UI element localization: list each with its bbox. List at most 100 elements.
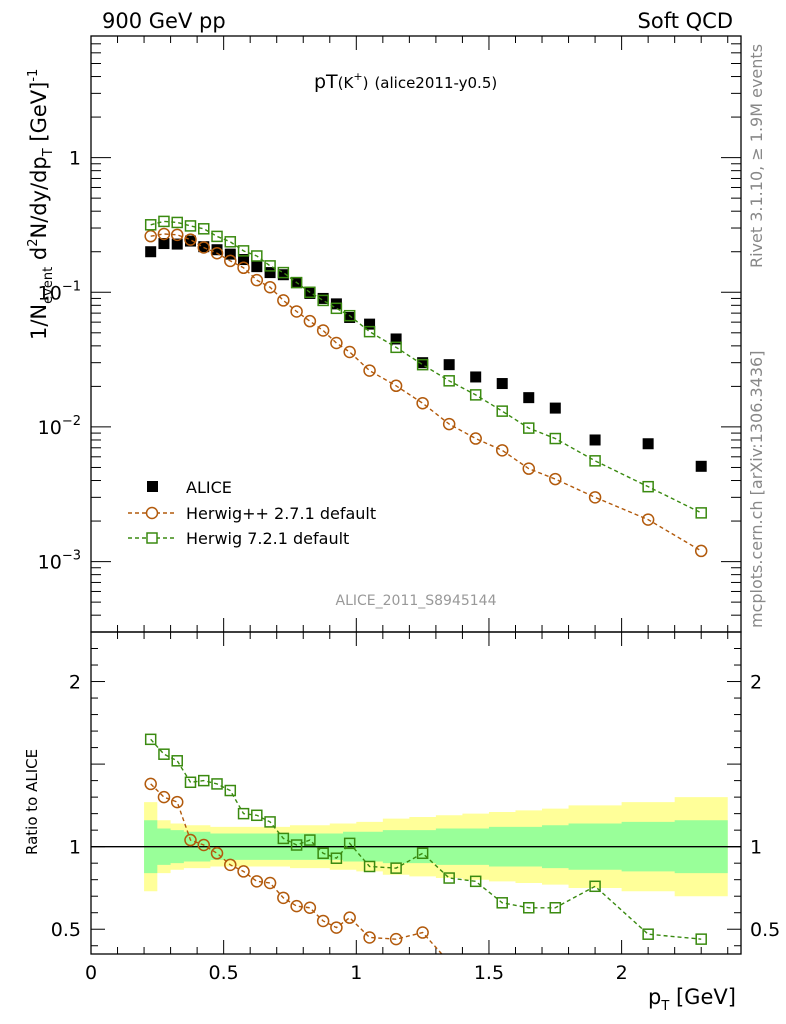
ratio-point-herwig7 <box>171 755 183 767</box>
main-series <box>144 215 708 558</box>
ratio-point-herwigpp <box>263 876 277 890</box>
ratio-point-herwig7 <box>695 933 707 945</box>
data-point-alice <box>211 244 223 256</box>
ratio-point-herwig7 <box>330 852 343 864</box>
data-point-herwig7 <box>390 341 402 354</box>
ratio-point-herwigpp <box>224 858 237 872</box>
data-point-herwigpp <box>277 294 290 307</box>
ratio-point-herwigpp <box>343 911 356 924</box>
title-close: ) <box>363 74 369 92</box>
ratio-tick-label-right: 1 <box>750 837 762 859</box>
legend-label-herwigpp: Herwig++ 2.7.1 default <box>186 504 376 523</box>
ratio-ticks: 0 0.5 1 1.5 22 21 10.5 0.5 <box>51 631 780 984</box>
ratio-point-herwig7 <box>264 816 276 828</box>
data-point-alice <box>171 238 183 250</box>
data-point-herwigpp <box>495 444 509 457</box>
legend-marker-herwigpp <box>145 506 159 520</box>
data-point-alice <box>317 292 329 304</box>
data-point-alice <box>523 392 535 404</box>
data-point-alice <box>198 241 210 253</box>
data-point-herwigpp <box>263 280 277 294</box>
data-point-herwig7 <box>330 302 343 315</box>
data-point-herwig7 <box>343 309 356 322</box>
data-point-herwig7 <box>317 294 329 307</box>
ratio-point-herwigpp <box>389 932 403 946</box>
ratio-point-herwigpp <box>277 891 290 905</box>
data-point-herwig7 <box>198 223 210 235</box>
ratio-point-herwigpp <box>290 899 303 913</box>
ratio-tick-label-right: 2 <box>750 672 762 694</box>
data-point-herwig7 <box>416 358 429 371</box>
ratio-point-herwigpp <box>316 914 330 928</box>
ratio-point-herwig7 <box>304 834 316 846</box>
x-tick-label: 1 <box>350 962 362 984</box>
ratio-point-herwig7 <box>343 837 356 850</box>
ratio-series-clipped <box>144 733 707 954</box>
data-point-herwigpp <box>197 241 211 254</box>
ratio-point-herwigpp <box>170 795 184 809</box>
data-point-alice <box>184 235 196 247</box>
data-point-alice <box>642 438 654 450</box>
data-point-herwig7 <box>237 245 250 257</box>
ratio-axis-label: Ratio to ALICE <box>23 749 41 855</box>
data-point-herwig7 <box>277 266 290 279</box>
y-tick-label: 1 <box>69 148 81 170</box>
data-point-herwigpp <box>588 491 602 504</box>
ratio-point-herwig7 <box>390 862 402 874</box>
ratio-point-herwigpp <box>330 921 343 934</box>
ratio-point-herwigpp <box>184 833 197 847</box>
data-point-herwigpp <box>389 379 403 393</box>
ratio-frame <box>90 631 742 955</box>
ratio-point-herwigpp <box>303 901 317 915</box>
legend-marker-herwig7 <box>146 532 158 544</box>
data-point-alice <box>158 238 170 250</box>
x-tick-label: 1.5 <box>474 962 504 984</box>
data-point-herwigpp <box>250 273 264 287</box>
ratio-point-herwig7 <box>469 875 482 888</box>
ratio-point-herwigpp <box>197 838 211 852</box>
header-left: 900 GeV pp <box>102 9 226 33</box>
ratio-point-herwigpp <box>157 790 171 804</box>
data-point-alice <box>364 318 376 330</box>
ratio-point-herwigpp <box>416 926 429 939</box>
legend: ALICE Herwig++ 2.7.1 default Herwig 7.2.… <box>128 478 376 548</box>
data-point-herwigpp <box>442 417 456 431</box>
data-point-alice <box>304 287 316 299</box>
title-charge: + <box>353 70 362 83</box>
x-tick-label: 2 <box>616 962 628 984</box>
data-point-herwig7 <box>589 455 601 467</box>
data-point-alice <box>277 269 289 281</box>
legend-label-alice: ALICE <box>186 478 232 497</box>
ratio-point-herwig7 <box>184 776 197 789</box>
data-point-herwigpp <box>549 472 562 486</box>
data-point-herwig7 <box>290 276 303 289</box>
data-point-alice <box>344 311 356 323</box>
data-point-herwig7 <box>363 325 376 338</box>
ratio-point-herwig7 <box>251 809 263 822</box>
data-point-herwig7 <box>171 216 183 229</box>
ratio-tick-label: 1 <box>69 837 81 859</box>
data-point-alice <box>549 402 561 414</box>
data-point-alice <box>238 254 250 266</box>
ratio-bands <box>91 797 741 897</box>
y-axis-label: 1/Nevent d2N/dy/dpT [GeV]-1 <box>26 69 56 340</box>
data-point-alice <box>496 378 508 390</box>
data-point-alice <box>417 357 429 369</box>
legend-label-herwig7: Herwig 7.2.1 default <box>186 529 349 548</box>
data-point-herwigpp <box>224 254 237 268</box>
ratio-point-herwig7 <box>317 847 329 860</box>
ratio-point-herwig7 <box>237 807 250 820</box>
data-point-herwig7 <box>496 405 508 417</box>
ratio-point-herwig7 <box>144 733 157 746</box>
ratio-point-herwig7 <box>158 748 170 760</box>
data-point-herwig7 <box>523 422 535 434</box>
data-point-alice <box>251 261 263 273</box>
data-point-herwig7 <box>251 250 263 262</box>
ratio-point-herwig7 <box>363 860 376 873</box>
data-point-alice <box>470 371 482 383</box>
data-point-herwigpp <box>416 396 429 410</box>
data-point-herwigpp <box>157 227 171 241</box>
data-point-herwigpp <box>330 336 343 350</box>
data-point-alice <box>390 333 402 345</box>
